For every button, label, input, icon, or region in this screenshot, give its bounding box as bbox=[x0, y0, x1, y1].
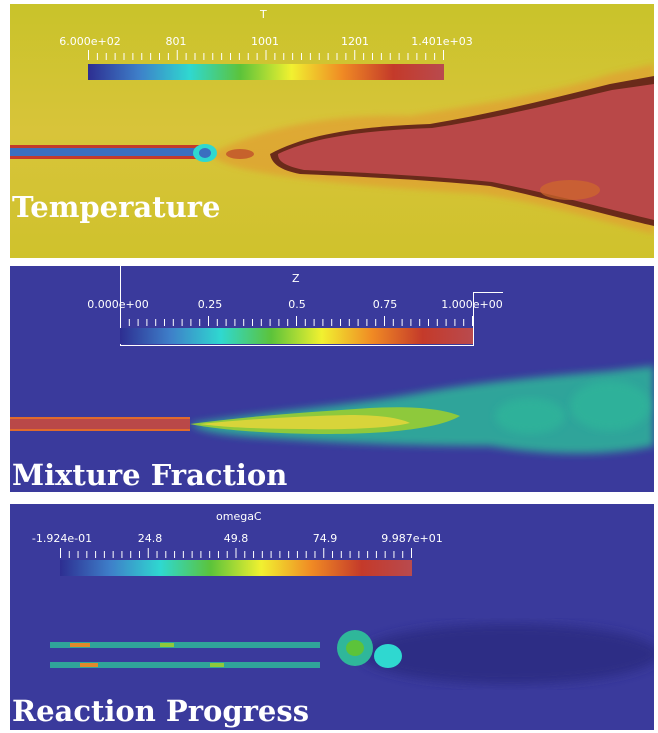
colorbar-frame-line bbox=[473, 292, 474, 346]
colorbar-tick-label: 74.9 bbox=[312, 532, 338, 545]
colorbar-ticks bbox=[88, 50, 444, 60]
colorbar-tick-label: 801 bbox=[165, 35, 187, 48]
mixture-fraction-field-image bbox=[10, 266, 654, 492]
colorbar-tick-label: 24.8 bbox=[137, 532, 163, 545]
colorbar-tick-label: 9.987e+01 bbox=[381, 532, 443, 545]
colorbar-ticks bbox=[60, 548, 412, 558]
colorbar-tick-label: 1.000e+00 bbox=[441, 298, 503, 311]
colorbar-title: Z bbox=[292, 272, 300, 285]
mixture-fraction-panel: Z 0.000e+00 0.25 0.5 0.75 1.000e+00 Mixt… bbox=[10, 266, 654, 492]
colorbar-tick-label: 0.75 bbox=[372, 298, 398, 311]
panel-label-temperature: Temperature bbox=[12, 190, 221, 224]
temperature-field-image bbox=[10, 4, 654, 258]
colorbar-frame-line bbox=[120, 266, 121, 346]
colorbar-tick-label: 0.5 bbox=[288, 298, 306, 311]
colorbar-tick-label: 1201 bbox=[341, 35, 369, 48]
colorbar-tick-label: -1.924e-01 bbox=[31, 532, 93, 545]
colorbar-tick-label: 1.401e+03 bbox=[411, 35, 473, 48]
colorbar-frame-line bbox=[473, 292, 503, 293]
colorbar-title: omegaC bbox=[216, 510, 262, 523]
panel-label-mixture-fraction: Mixture Fraction bbox=[12, 458, 288, 492]
panel-label-reaction-progress: Reaction Progress bbox=[12, 694, 310, 728]
colorbar-frame-line bbox=[120, 345, 474, 346]
colorbar-tick-label: 0.000e+00 bbox=[87, 298, 149, 311]
reaction-progress-colorbar bbox=[60, 560, 412, 576]
temperature-panel: T 6.000e+02 801 1001 1201 1.401e+03 Temp… bbox=[10, 4, 654, 258]
colorbar-tick-label: 1001 bbox=[251, 35, 279, 48]
colorbar-tick-label: 6.000e+02 bbox=[59, 35, 121, 48]
reaction-progress-field-image bbox=[10, 504, 654, 730]
colorbar-tick-label: 0.25 bbox=[197, 298, 223, 311]
reaction-progress-panel: omegaC -1.924e-01 24.8 49.8 74.9 9.987e+… bbox=[10, 504, 654, 730]
colorbar-ticks bbox=[120, 316, 473, 326]
colorbar-title: T bbox=[260, 8, 267, 21]
temperature-colorbar bbox=[88, 64, 444, 80]
colorbar-tick-label: 49.8 bbox=[223, 532, 249, 545]
mixture-fraction-colorbar bbox=[120, 328, 473, 344]
